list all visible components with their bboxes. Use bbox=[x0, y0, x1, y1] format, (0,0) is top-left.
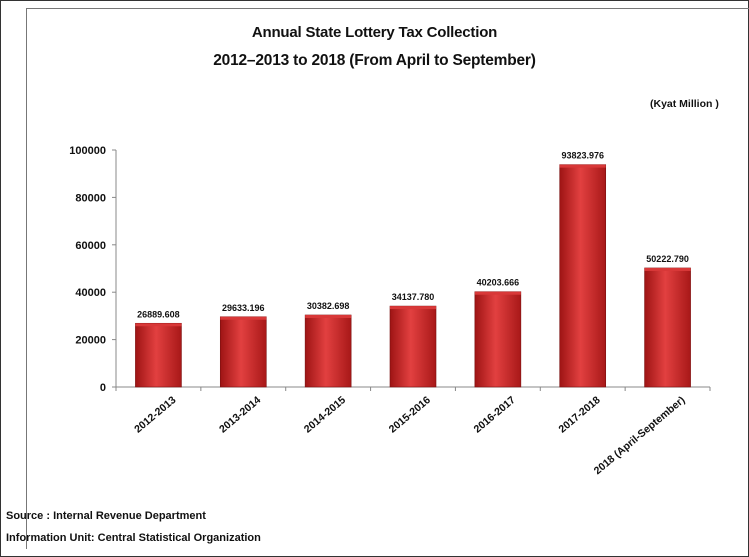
info-unit-note: Information Unit: Central Statistical Or… bbox=[6, 532, 261, 544]
chart-subtitle: 2012–2013 to 2018 (From April to Septemb… bbox=[213, 52, 536, 69]
unit-label: (Kyat Million ) bbox=[650, 98, 719, 110]
chart-area-border bbox=[26, 8, 749, 549]
chart-title: Annual State Lottery Tax Collection bbox=[251, 24, 498, 41]
source-note: Source : Internal Revenue Department bbox=[6, 510, 206, 522]
